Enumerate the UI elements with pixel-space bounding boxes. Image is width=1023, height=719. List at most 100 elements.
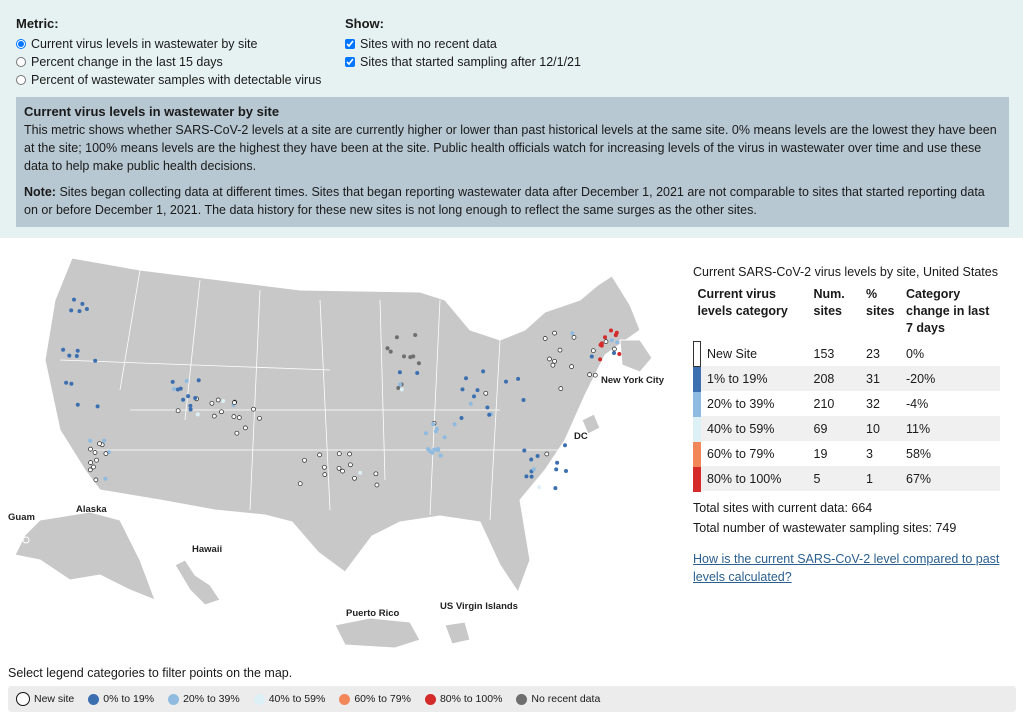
table-cell: 210 [813, 396, 835, 411]
site-dot [522, 448, 527, 453]
metric-group: Metric: Current virus levels in wastewat… [16, 16, 321, 89]
site-dot [542, 336, 548, 341]
table-cell: 0% [906, 346, 925, 361]
table-cell: 20% to 39% [707, 396, 775, 411]
site-dot [544, 451, 550, 457]
metric-option[interactable]: Percent of wastewater samples with detec… [16, 71, 321, 89]
site-dot [487, 412, 492, 417]
legend-item[interactable]: 60% to 79% [339, 693, 411, 705]
site-dot [399, 387, 404, 392]
site-dot [232, 400, 237, 405]
color-swatch [693, 340, 701, 367]
site-dot [358, 470, 363, 475]
table-row: 1% to 19% 208 31 -20% [693, 365, 1000, 392]
show-group: Show: Sites with no recent data Sites th… [345, 16, 581, 71]
summary-table: Current virus levels category Num. sites… [693, 284, 1000, 492]
legend-item[interactable]: 80% to 100% [424, 693, 503, 705]
table-cell: 10 [862, 416, 902, 441]
site-dot [535, 454, 540, 458]
site-dot [69, 381, 74, 386]
site-dot [603, 335, 607, 340]
site-dot [374, 482, 380, 488]
site-dot [243, 425, 248, 431]
radio[interactable] [16, 75, 26, 85]
site-dot [552, 358, 557, 364]
site-dot [188, 407, 193, 412]
site-dot [615, 340, 620, 345]
note-text: Sites began collecting data at different… [24, 185, 985, 217]
site-dot [521, 398, 526, 402]
site-dot [322, 464, 327, 470]
color-swatch [693, 365, 701, 392]
table-cell: 60% to 79% [707, 446, 775, 461]
site-dot [209, 400, 215, 406]
table-cell: 5 [809, 466, 862, 491]
total-line: Total number of wastewater sampling site… [693, 520, 957, 535]
site-dot [75, 402, 80, 407]
site-dot [84, 307, 89, 311]
legend-item[interactable]: New site [16, 692, 74, 706]
table-cell: 67% [902, 466, 1000, 491]
site-dot [234, 430, 240, 436]
site-dot [195, 412, 200, 417]
metric-label: Metric: [16, 16, 59, 31]
table-row: 40% to 59% 69 10 11% [693, 415, 1000, 442]
site-dot [554, 467, 559, 472]
table-row: New Site 153 23 0% [693, 340, 1001, 367]
site-dot [348, 462, 353, 468]
legend-item[interactable]: 40% to 59% [253, 693, 326, 705]
site-dot [550, 362, 556, 368]
site-dots [61, 297, 622, 491]
checkbox[interactable] [345, 57, 355, 67]
site-dot [394, 335, 399, 340]
column-header: % sites [866, 287, 895, 318]
site-dot [61, 347, 66, 352]
option-text: Sites with no recent data [360, 37, 497, 51]
site-dot [93, 477, 99, 483]
virgin-islands [444, 621, 471, 645]
metric-option[interactable]: Percent change in the last 15 days [16, 53, 321, 71]
legend-dot [516, 693, 528, 705]
metric-option[interactable]: Current virus levels in wastewater by si… [16, 35, 321, 53]
site-dot [571, 335, 577, 340]
site-dot [193, 396, 198, 400]
map-label: Hawaii [192, 544, 222, 555]
table-row: 80% to 100% 5 1 67% [693, 465, 1000, 492]
guam [22, 536, 30, 544]
table-cell: 208 [809, 366, 862, 391]
legend-label: 40% to 59% [268, 693, 326, 705]
checkbox[interactable] [345, 39, 355, 49]
dc-inset [581, 413, 601, 435]
site-dot [612, 346, 617, 352]
map-label: DC [574, 431, 588, 442]
legend-label: No recent data [531, 693, 601, 705]
color-swatch [693, 390, 701, 417]
map: New York City DC Guam Alaska Hawaii Puer… [8, 257, 665, 649]
show-option[interactable]: Sites with no recent data [345, 35, 581, 53]
table-cell: 153 [813, 346, 835, 361]
legend-label: 80% to 100% [439, 693, 503, 705]
column-header: Current virus levels category [697, 287, 788, 318]
legend-item[interactable]: 0% to 19% [88, 693, 154, 705]
legend-item[interactable]: No recent data [516, 693, 600, 705]
radio[interactable] [16, 57, 26, 67]
site-dot [411, 354, 416, 359]
summary-title: Current SARS-CoV-2 virus levels by site,… [693, 265, 998, 279]
show-label: Show: [345, 16, 384, 31]
site-dot [77, 309, 82, 314]
site-dot [211, 413, 217, 419]
site-dot [251, 406, 256, 412]
site-dot [178, 386, 183, 391]
legend-item[interactable]: 20% to 39% [168, 693, 240, 705]
show-option[interactable]: Sites that started sampling after 12/1/2… [345, 53, 581, 71]
table-cell: 80% to 100% [700, 466, 810, 491]
help-link[interactable]: How is the current SARS-CoV-2 level comp… [693, 551, 1000, 584]
radio[interactable] [16, 39, 26, 49]
table-cell: 32 [866, 396, 880, 411]
site-dot [302, 457, 307, 463]
site-dot [175, 408, 181, 414]
site-dot [432, 447, 437, 452]
map-label: Puerto Rico [346, 608, 400, 619]
table-cell: 1 [862, 466, 902, 491]
site-dot [504, 379, 508, 384]
